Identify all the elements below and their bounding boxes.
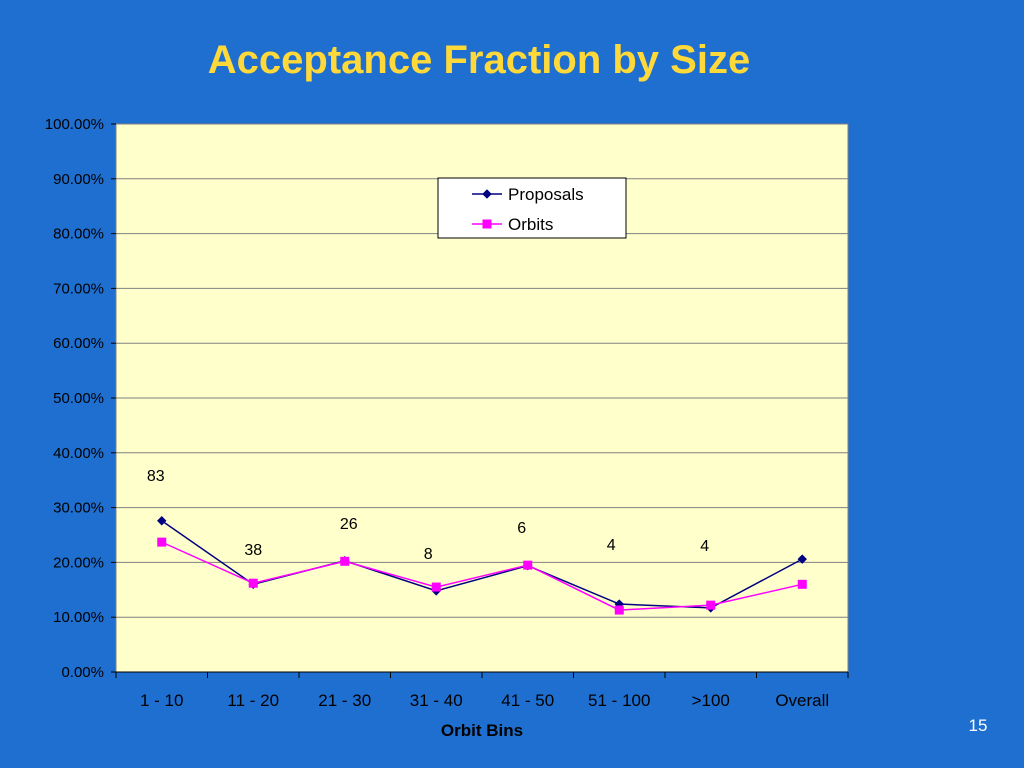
y-tick-label: 40.00% [53, 445, 104, 462]
data-point-proposals [797, 554, 807, 564]
data-label: 38 [244, 542, 262, 559]
data-point-orbits [614, 605, 624, 615]
y-tick-label: 90.00% [53, 171, 104, 188]
legend-label-proposals: Proposals [508, 185, 584, 204]
data-point-orbits [523, 560, 533, 570]
legend-marker-orbits [482, 219, 492, 229]
data-label: 6 [517, 520, 526, 537]
y-tick-label: 20.00% [53, 554, 104, 571]
y-tick-label: 60.00% [53, 335, 104, 352]
legend-label-orbits: Orbits [508, 215, 553, 234]
data-point-proposals [157, 516, 167, 526]
data-point-orbits [797, 579, 807, 589]
data-point-orbits [706, 600, 716, 610]
x-tick-label: 11 - 20 [227, 691, 279, 710]
data-point-orbits [157, 537, 167, 547]
data-label: 4 [700, 538, 709, 555]
data-label: 83 [147, 468, 165, 485]
data-point-orbits [431, 582, 441, 592]
x-tick-label: 41 - 50 [501, 691, 554, 710]
y-tick-label: 10.00% [53, 609, 104, 626]
data-point-orbits [248, 578, 258, 588]
x-axis-title: Orbit Bins [441, 721, 523, 740]
x-tick-label: >100 [692, 691, 730, 710]
series-line-proposals [161, 520, 803, 609]
data-point-orbits [340, 556, 350, 566]
data-label: 26 [340, 516, 358, 533]
slide-title: Acceptance Fraction by Size [207, 38, 751, 82]
x-tick-label: 31 - 40 [410, 691, 463, 710]
x-tick-label: 51 - 100 [588, 691, 650, 710]
x-tick-label: 1 - 10 [140, 691, 183, 710]
x-tick-label: Overall [775, 691, 829, 710]
x-tick-label: 21 - 30 [318, 691, 371, 710]
y-tick-label: 0.00% [61, 664, 104, 681]
slide-number: 15 [968, 716, 988, 735]
data-label: 8 [424, 546, 433, 563]
y-tick-label: 50.00% [53, 390, 104, 407]
y-tick-label: 30.00% [53, 500, 104, 517]
series-line-orbits [161, 541, 803, 611]
y-tick-label: 80.00% [53, 226, 104, 243]
data-label: 4 [607, 537, 616, 554]
legend [437, 177, 627, 239]
y-tick-label: 70.00% [53, 280, 104, 297]
y-tick-label: 100.00% [45, 116, 104, 133]
legend-marker-proposals [482, 189, 492, 199]
